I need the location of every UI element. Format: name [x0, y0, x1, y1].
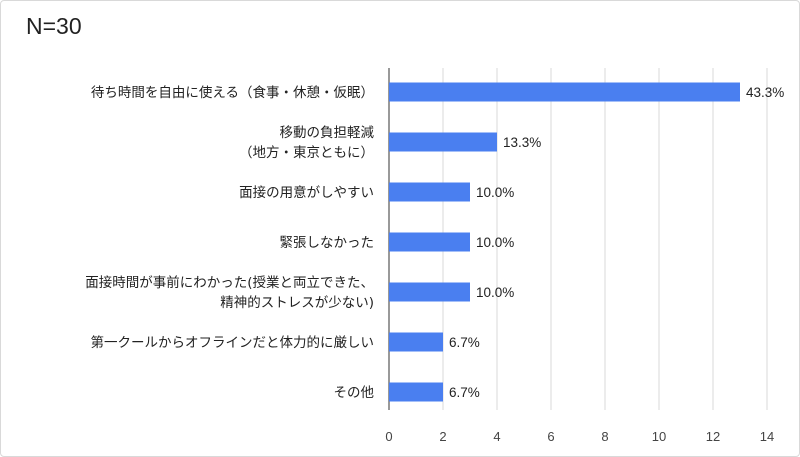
category-labels: 待ち時間を自由に使える（食事・休憩・仮眠） 移動の負担軽減 （地方・東京ともに） 面接…: [85, 84, 374, 401]
data-labels: 43.3% 13.3% 10.0% 10.0% 10.0% 6.7% 6.7%: [449, 85, 784, 400]
category-label: 緊張しなかった: [280, 235, 375, 251]
bar: [389, 382, 443, 402]
data-label: 10.0%: [476, 185, 514, 200]
data-label: 43.3%: [746, 85, 784, 100]
category-label: 第一クールからオフラインだと体力的に厳しい: [91, 334, 375, 351]
bar: [389, 282, 470, 302]
bar: [389, 182, 470, 202]
x-tick-label: 12: [706, 429, 720, 444]
bar: [389, 332, 443, 352]
data-label: 10.0%: [476, 285, 514, 300]
x-tick-label: 10: [652, 429, 666, 444]
bars: [389, 82, 740, 402]
category-label: 面接時間が事前にわかった(授業と両立できた、: [85, 274, 374, 291]
x-axis-ticks: 0 2 4 6 8 10 12 14: [385, 429, 774, 444]
category-label: （地方・東京ともに）: [239, 145, 374, 161]
category-label: その他: [334, 385, 375, 401]
x-tick-label: 0: [385, 429, 392, 444]
x-tick-label: 8: [601, 429, 608, 444]
category-label: 精神的ストレスが少ない): [220, 295, 374, 311]
x-tick-label: 6: [547, 429, 554, 444]
category-label: 待ち時間を自由に使える（食事・休憩・仮眠）: [91, 84, 374, 101]
x-tick-label: 2: [439, 429, 446, 444]
data-label: 6.7%: [449, 335, 480, 350]
chart-title: N=30: [26, 13, 82, 39]
data-label: 6.7%: [449, 385, 480, 400]
x-tick-label: 4: [493, 429, 500, 444]
category-label: 面接の用意がしやすい: [239, 184, 374, 201]
x-tick-label: 14: [760, 429, 774, 444]
bar: [389, 82, 740, 102]
bar: [389, 232, 470, 252]
gridlines: [388, 68, 768, 410]
data-label: 10.0%: [476, 235, 514, 250]
data-label: 13.3%: [503, 135, 541, 150]
category-label: 移動の負担軽減: [280, 124, 375, 141]
bar: [389, 132, 497, 152]
